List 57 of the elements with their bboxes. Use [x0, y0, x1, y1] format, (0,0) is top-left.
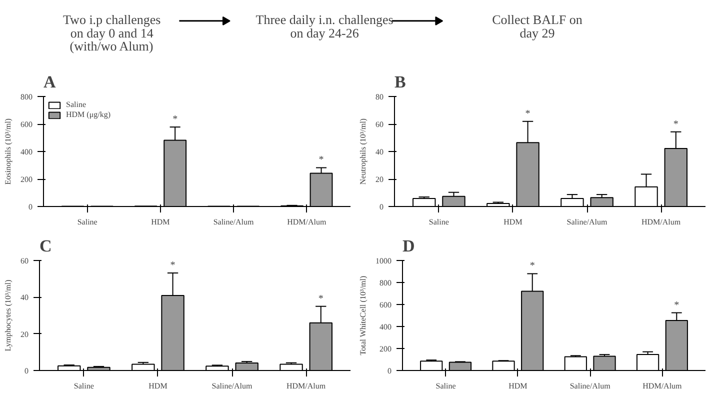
x-tick-label: Saline/Alum — [566, 218, 608, 226]
x-tick-label: Saline — [77, 218, 98, 226]
y-tick-label: 0 — [24, 366, 28, 376]
y-tick-label: 0 — [380, 202, 384, 212]
x-tick-label: HDM/Alum — [642, 382, 683, 390]
text: Two i.p challenges on day 0 and 14 (with/wo Alum) — [63, 12, 161, 54]
y-axis-title: Neutrophils (10³/ml) — [358, 118, 368, 185]
x-tick-label: HDM/Alum — [287, 218, 327, 226]
y-tick-label: 200 — [380, 344, 392, 354]
y-tick-label: 0 — [28, 202, 32, 212]
chart-title: D — [402, 236, 415, 256]
text: Three daily i.n. challenges on day 24-26 — [256, 12, 394, 40]
annotation: * — [318, 293, 324, 304]
y-axis-title: Total WhiteCell (10³/ml) — [358, 276, 368, 356]
chart-title: C — [40, 236, 52, 256]
x-tick-label: Saline — [74, 382, 94, 390]
chart-title: A — [44, 72, 56, 92]
annotation: * — [525, 108, 530, 120]
x-tick-label: HDM — [504, 218, 522, 226]
y-tick-label: 1000 — [376, 256, 392, 266]
x-tick-label: Saline/Alum — [212, 382, 254, 390]
y-axis-title: Eosinophils (10³/ml) — [4, 118, 12, 185]
legend-label: Saline — [66, 100, 86, 109]
x-tick-label: Saline — [428, 218, 450, 226]
y-tick-label: 60 — [20, 256, 28, 266]
legend-label: HDM (μg/kg) — [66, 110, 111, 119]
y-axis-title: Lymphocytes (10³/ml) — [4, 279, 12, 352]
chart-title: B — [394, 72, 406, 92]
annotation: * — [674, 300, 680, 311]
y-tick-label: 400 — [20, 148, 32, 156]
y-tick-label: 40 — [20, 293, 28, 302]
annotation: * — [673, 118, 678, 130]
y-tick-label: 200 — [20, 175, 32, 184]
y-tick-label: 400 — [380, 322, 392, 332]
annotation: * — [170, 260, 176, 271]
y-tick-label: 0 — [388, 366, 392, 376]
annotation: * — [172, 114, 178, 126]
x-tick-label: Saline/Alum — [213, 218, 255, 226]
text: Collect BALF on day 29 — [492, 12, 583, 40]
y-tick-label: 20 — [376, 175, 384, 184]
x-tick-label: Saline/Alum — [570, 382, 612, 390]
y-tick-label: 800 — [380, 278, 392, 288]
x-tick-label: Saline — [436, 382, 456, 390]
annotation: * — [530, 260, 535, 272]
y-tick-label: 600 — [20, 120, 32, 129]
y-tick-label: 80 — [376, 92, 384, 102]
x-tick-label: HDM — [148, 382, 168, 390]
annotation: * — [318, 154, 324, 166]
x-tick-label: HDM — [508, 382, 528, 390]
x-tick-label: HDM — [151, 218, 170, 226]
x-tick-label: HDM/Alum — [642, 218, 682, 226]
y-tick-label: 40 — [376, 148, 384, 156]
y-tick-label: 60 — [376, 120, 384, 129]
x-tick-label: HDM/Alum — [286, 382, 326, 390]
y-tick-label: 20 — [20, 330, 28, 339]
y-tick-label: 800 — [20, 92, 32, 102]
y-tick-label: 600 — [380, 300, 392, 310]
